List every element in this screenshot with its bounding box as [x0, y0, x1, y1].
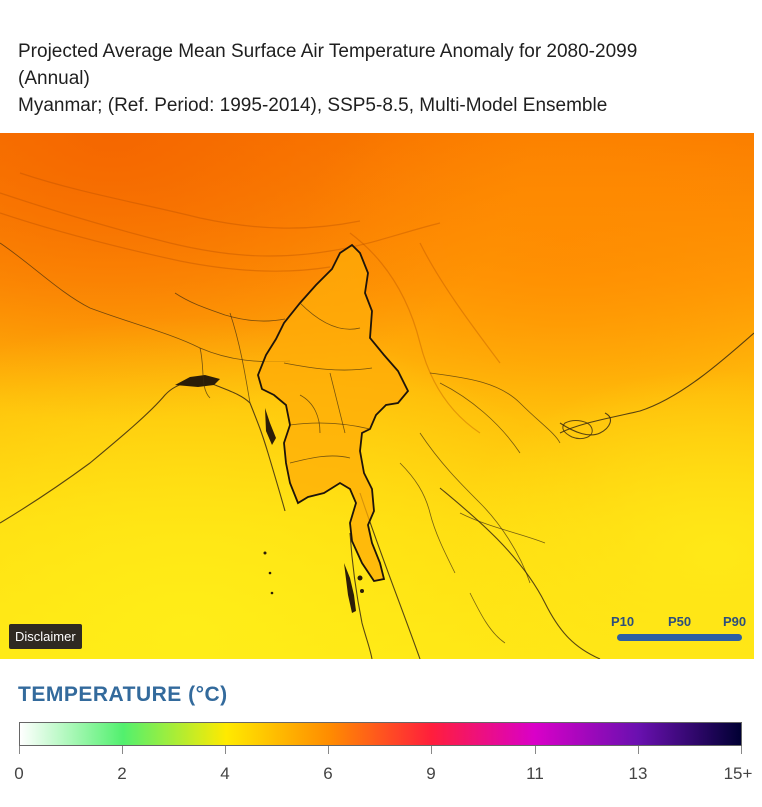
country-borders [0, 242, 561, 644]
title-line-2: (Annual) [18, 68, 90, 89]
himalaya-ridges [0, 172, 501, 434]
colorbar-tick [638, 746, 639, 754]
delta-islands [175, 375, 364, 613]
colorbar-tick [225, 746, 226, 754]
colorbar-tick [535, 746, 536, 754]
title-line-3: Myanmar; (Ref. Period: 1995-2014), SSP5-… [18, 95, 608, 116]
percentile-p10[interactable]: P10 [611, 614, 635, 629]
colorbar-tick-label: 13 [628, 764, 648, 783]
colorbar-tick [741, 746, 742, 754]
colorbar-tick-label: 2 [117, 764, 127, 783]
percentile-p90[interactable]: P90 [723, 614, 747, 629]
percentile-slider[interactable] [617, 634, 742, 641]
temperature-colorbar [19, 722, 742, 746]
colorbar-tick-label: 6 [323, 764, 333, 783]
temperature-anomaly-map[interactable] [0, 133, 754, 659]
hainan-island [562, 420, 593, 440]
colorbar-tick-label: 4 [220, 764, 230, 783]
legend-title: TEMPERATURE (°C) [18, 683, 228, 706]
percentile-p50[interactable]: P50 [668, 614, 692, 629]
colorbar-tick-label: 9 [426, 764, 436, 783]
disclaimer-button[interactable]: Disclaimer [9, 624, 82, 649]
colorbar-tick-label: 15+ [723, 764, 753, 783]
colorbar-tick [122, 746, 123, 754]
title-line-1: Projected Average Mean Surface Air Tempe… [18, 41, 638, 62]
colorbar-tick [19, 746, 20, 754]
map-title: Projected Average Mean Surface Air Tempe… [18, 38, 748, 119]
percentile-selector-labels: P10 P50 P90 [611, 614, 751, 630]
map-canvas[interactable] [0, 133, 754, 659]
colorbar-tick-label: 11 [526, 764, 544, 783]
colorbar-ticks: 0 2 4 6 9 11 13 15+ [0, 746, 762, 786]
colorbar-tick [328, 746, 329, 754]
colorbar-tick [431, 746, 432, 754]
myanmar-outline [257, 243, 410, 583]
colorbar-tick-label: 0 [14, 764, 24, 783]
